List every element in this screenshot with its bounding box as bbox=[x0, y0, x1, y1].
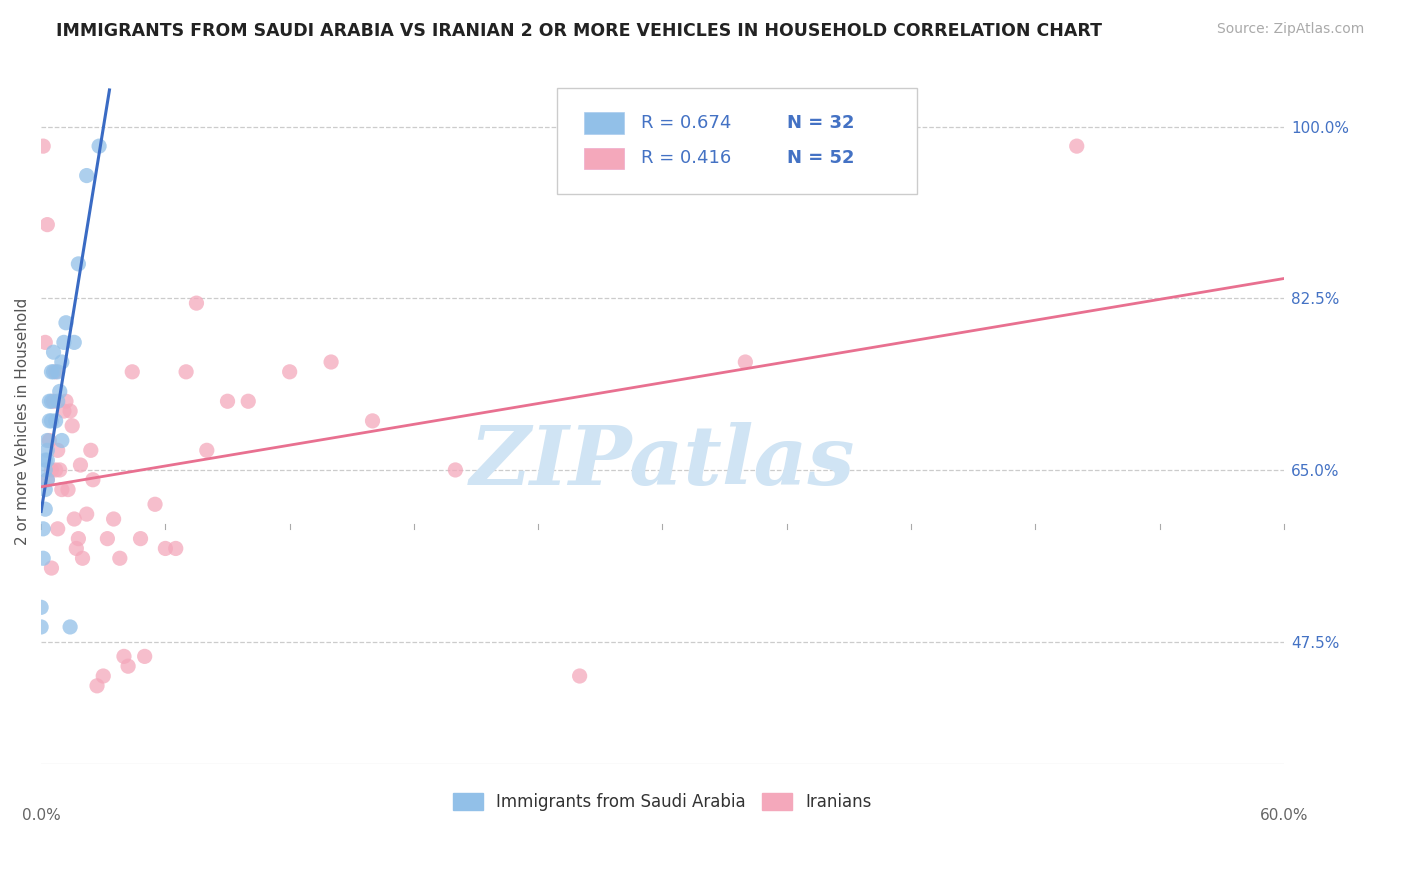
Point bbox=[37, 434, 59, 448]
Point bbox=[174, 365, 197, 379]
Point bbox=[72, 551, 94, 566]
Point bbox=[59, 404, 82, 418]
Point bbox=[278, 365, 301, 379]
Point bbox=[51, 483, 73, 497]
Point bbox=[30, 620, 52, 634]
Point bbox=[48, 384, 70, 399]
Point bbox=[444, 463, 467, 477]
Point bbox=[67, 257, 90, 271]
Point bbox=[32, 522, 55, 536]
Point bbox=[34, 483, 56, 497]
Point bbox=[38, 414, 60, 428]
Point bbox=[186, 296, 208, 310]
Point bbox=[361, 414, 384, 428]
Point bbox=[32, 139, 55, 153]
Point bbox=[67, 532, 90, 546]
Point bbox=[103, 512, 125, 526]
Text: N = 32: N = 32 bbox=[787, 114, 855, 132]
Text: ZIPatlas: ZIPatlas bbox=[470, 422, 855, 502]
Point bbox=[38, 394, 60, 409]
Point bbox=[55, 394, 77, 409]
Point bbox=[59, 620, 82, 634]
Point bbox=[63, 335, 86, 350]
Point bbox=[34, 502, 56, 516]
Point bbox=[87, 139, 110, 153]
Point bbox=[38, 434, 60, 448]
Point bbox=[42, 345, 65, 359]
Bar bbox=[585, 147, 624, 169]
Point bbox=[76, 507, 98, 521]
Point bbox=[41, 394, 63, 409]
Point bbox=[69, 458, 91, 472]
Point bbox=[37, 443, 59, 458]
Point bbox=[121, 365, 143, 379]
Point bbox=[60, 418, 83, 433]
Point bbox=[195, 443, 218, 458]
Point bbox=[48, 463, 70, 477]
Point bbox=[55, 316, 77, 330]
Point bbox=[80, 443, 103, 458]
Point bbox=[41, 414, 63, 428]
Text: IMMIGRANTS FROM SAUDI ARABIA VS IRANIAN 2 OR MORE VEHICLES IN HOUSEHOLD CORRELAT: IMMIGRANTS FROM SAUDI ARABIA VS IRANIAN … bbox=[56, 22, 1102, 40]
Point bbox=[46, 365, 69, 379]
Point bbox=[34, 463, 56, 477]
Point bbox=[96, 532, 118, 546]
Point bbox=[37, 218, 59, 232]
Point bbox=[37, 453, 59, 467]
Point bbox=[217, 394, 239, 409]
Text: 60.0%: 60.0% bbox=[1260, 808, 1308, 823]
Point bbox=[319, 355, 342, 369]
Y-axis label: 2 or more Vehicles in Household: 2 or more Vehicles in Household bbox=[15, 297, 30, 544]
Text: N = 52: N = 52 bbox=[787, 150, 855, 168]
Point bbox=[46, 394, 69, 409]
Point bbox=[129, 532, 152, 546]
Legend: Immigrants from Saudi Arabia, Iranians: Immigrants from Saudi Arabia, Iranians bbox=[446, 787, 879, 818]
Point bbox=[34, 335, 56, 350]
Text: 0.0%: 0.0% bbox=[21, 808, 60, 823]
Text: R = 0.416: R = 0.416 bbox=[641, 150, 731, 168]
Point bbox=[568, 669, 591, 683]
Point bbox=[108, 551, 131, 566]
Point bbox=[1066, 139, 1088, 153]
Point bbox=[37, 473, 59, 487]
Point bbox=[155, 541, 177, 556]
Point bbox=[45, 414, 67, 428]
Point bbox=[46, 522, 69, 536]
Point bbox=[134, 649, 156, 664]
Point bbox=[30, 600, 52, 615]
Point bbox=[42, 394, 65, 409]
Point bbox=[63, 512, 86, 526]
Point bbox=[56, 483, 79, 497]
Point bbox=[734, 355, 756, 369]
Point bbox=[51, 355, 73, 369]
Point bbox=[41, 463, 63, 477]
Point bbox=[32, 551, 55, 566]
Text: R = 0.674: R = 0.674 bbox=[641, 114, 731, 132]
Point bbox=[41, 365, 63, 379]
Point bbox=[45, 463, 67, 477]
Point bbox=[34, 453, 56, 467]
Point bbox=[238, 394, 260, 409]
Point bbox=[41, 561, 63, 575]
FancyBboxPatch shape bbox=[557, 87, 917, 194]
Point bbox=[165, 541, 187, 556]
Point bbox=[91, 669, 114, 683]
Point bbox=[52, 404, 75, 418]
Point bbox=[112, 649, 135, 664]
Text: Source: ZipAtlas.com: Source: ZipAtlas.com bbox=[1216, 22, 1364, 37]
Point bbox=[65, 541, 87, 556]
Point bbox=[143, 497, 166, 511]
Point bbox=[52, 335, 75, 350]
Point bbox=[42, 365, 65, 379]
Point bbox=[46, 443, 69, 458]
Point bbox=[51, 434, 73, 448]
Point bbox=[82, 473, 104, 487]
Point bbox=[86, 679, 108, 693]
Point bbox=[37, 473, 59, 487]
Point bbox=[76, 169, 98, 183]
Point bbox=[117, 659, 139, 673]
Point bbox=[45, 365, 67, 379]
Bar bbox=[585, 112, 624, 135]
